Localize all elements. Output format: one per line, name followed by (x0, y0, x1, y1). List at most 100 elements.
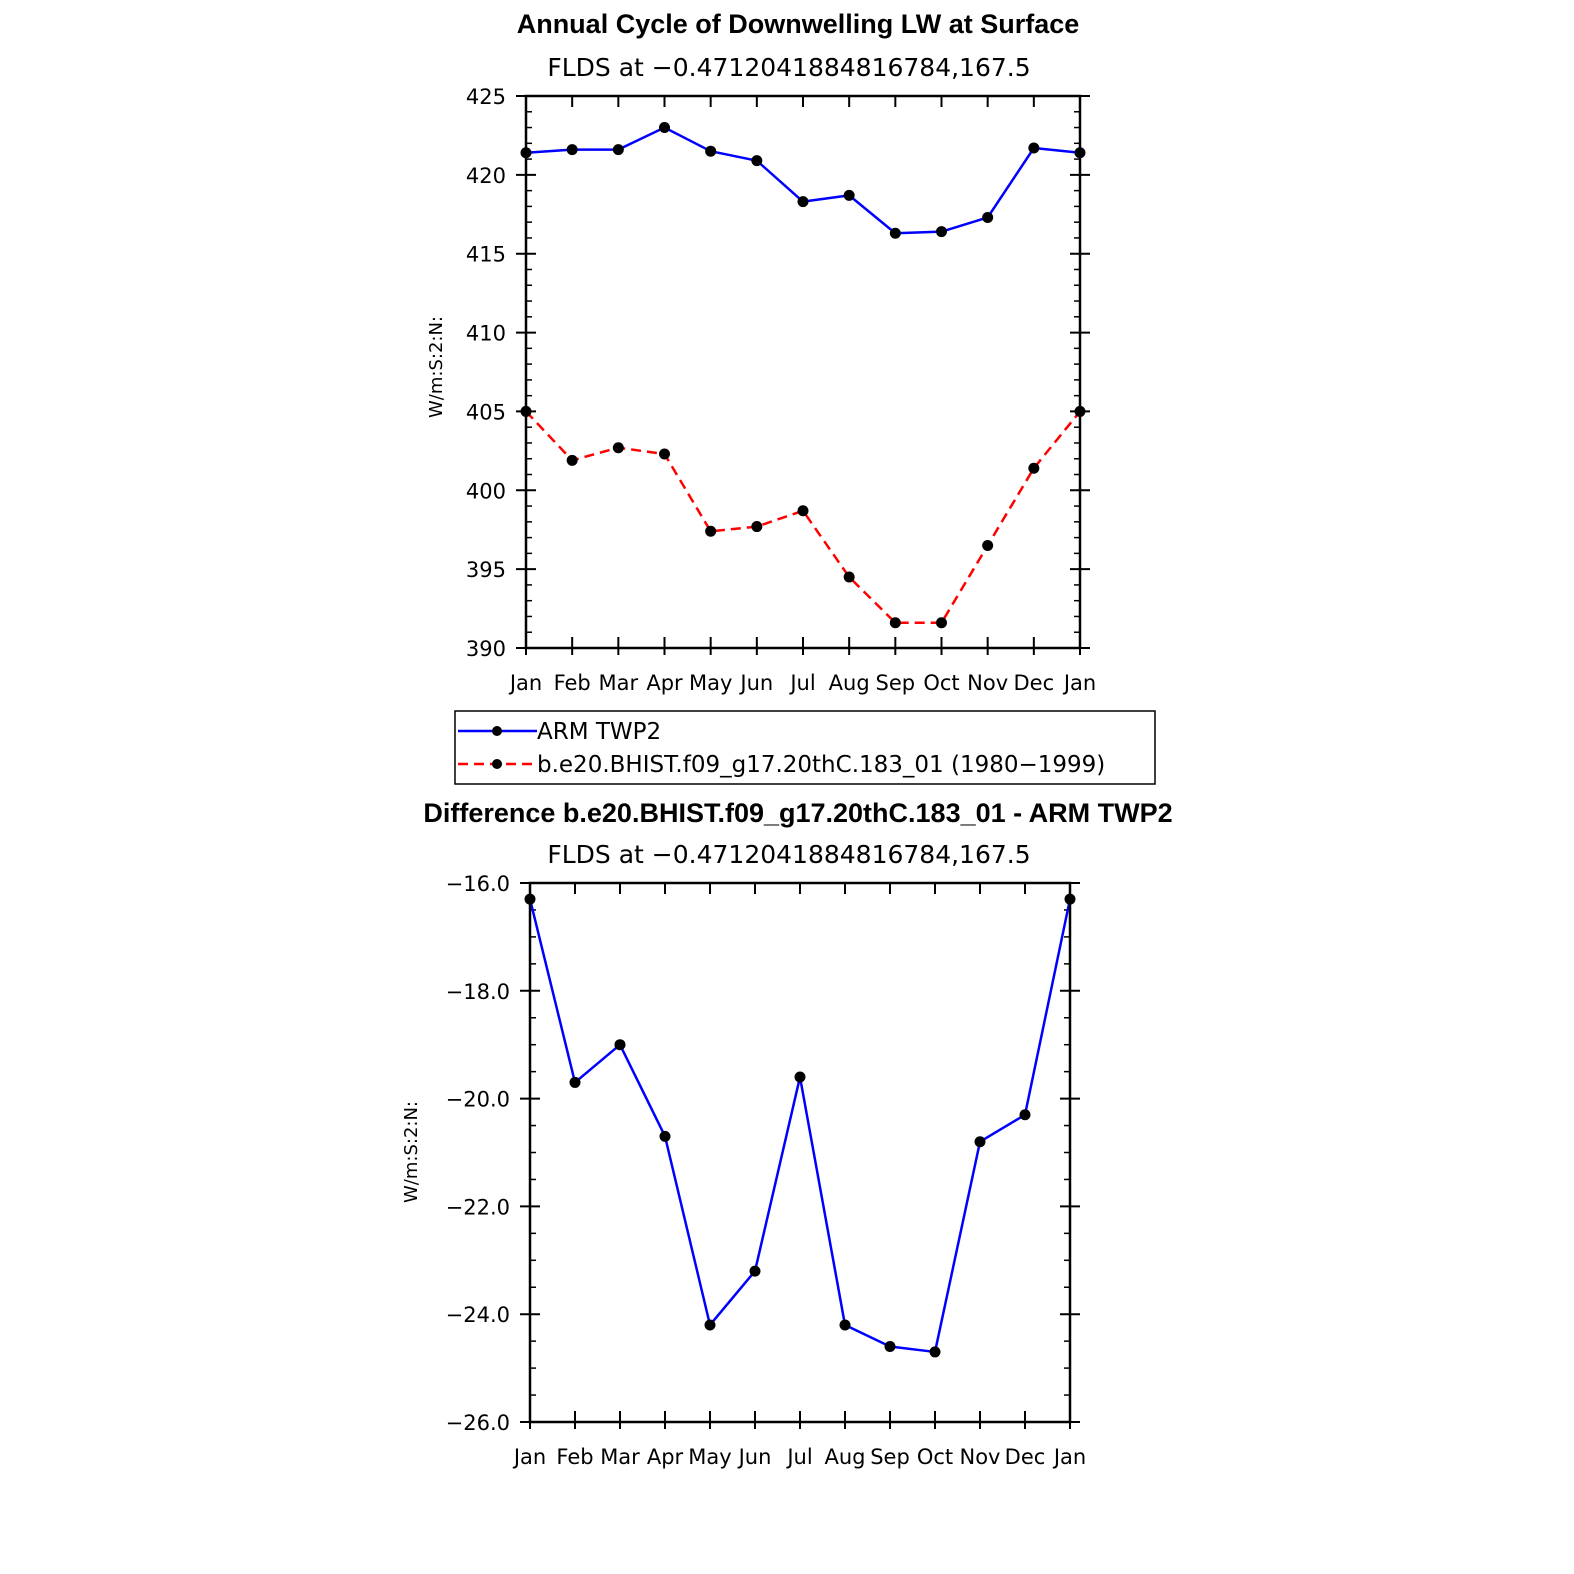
x-tick-label: Jan (508, 671, 542, 695)
y-tick-label: −16.0 (446, 872, 510, 896)
legend-entry-model: b.e20.BHIST.f09_g17.20thC.183_01 (1980−1… (458, 752, 1105, 778)
legend-label-arm-twp2: ARM TWP2 (537, 719, 661, 745)
data-point-b-e20-bhist-f09-g17-20thc-183-01-1980-1999 (612, 442, 624, 454)
data-point-difference (839, 1319, 851, 1331)
data-point-difference (794, 1071, 806, 1083)
y-tick-label: −18.0 (446, 980, 510, 1004)
series-layer (524, 893, 1076, 1358)
x-tick-label: Jan (1062, 671, 1096, 695)
y-tick-label: 390 (466, 637, 506, 661)
x-tick-label: May (689, 671, 732, 695)
data-point-b-e20-bhist-f09-g17-20thc-183-01-1980-1999 (1028, 462, 1040, 474)
y-tick-label: −20.0 (446, 1088, 510, 1112)
x-tick-label: Jul (785, 1445, 812, 1469)
x-tick-label: Mar (599, 671, 639, 695)
data-point-b-e20-bhist-f09-g17-20thc-183-01-1980-1999 (751, 521, 763, 533)
y-tick-label: 395 (466, 558, 506, 582)
data-point-b-e20-bhist-f09-g17-20thc-183-01-1980-1999 (797, 505, 809, 517)
data-point-b-e20-bhist-f09-g17-20thc-183-01-1980-1999 (566, 454, 578, 466)
series-line-b-e20-bhist-f09-g17-20thc-183-01-1980-1999 (525, 410, 1081, 625)
data-point-b-e20-bhist-f09-g17-20thc-183-01-1980-1999 (705, 525, 717, 537)
data-point-arm-twp2 (659, 122, 670, 134)
axis-ticks (516, 95, 1090, 655)
data-point-difference (614, 1039, 626, 1051)
legend-marker-arm-twp2 (492, 726, 502, 736)
data-point-difference (974, 1136, 986, 1148)
x-tick-label: Aug (829, 671, 870, 695)
legend: ARM TWP2 b.e20.BHIST.f09_g17.20thC.183_0… (454, 710, 1156, 785)
x-tick-labels: Jan Feb Mar Apr May Jun Jul Aug Sep Oct Nov Dec Jan (512, 1445, 1086, 1469)
data-point-difference (884, 1341, 896, 1353)
data-point-b-e20-bhist-f09-g17-20thc-183-01-1980-1999 (659, 448, 670, 460)
x-tick-label: Apr (646, 671, 683, 695)
x-tick-label: Sep (876, 671, 916, 695)
x-tick-label: Mar (600, 1445, 640, 1469)
difference-chart: Difference b.e20.BHIST.f09_g17.20thC.183… (401, 798, 1173, 1469)
data-point-b-e20-bhist-f09-g17-20thc-183-01-1980-1999 (936, 617, 947, 629)
y-tick-label: 400 (466, 479, 506, 503)
data-point-arm-twp2 (751, 155, 763, 167)
legend-label-model: b.e20.BHIST.f09_g17.20thC.183_01 (1980−1… (537, 752, 1105, 778)
x-tick-label: Nov (967, 671, 1008, 695)
y-tick-label: −26.0 (446, 1411, 510, 1435)
data-point-arm-twp2 (566, 144, 578, 156)
chart-subtitle: FLDS at −0.4712041884816784,167.5 (547, 53, 1030, 82)
x-tick-label: May (688, 1445, 731, 1469)
series-layer (520, 122, 1086, 629)
x-tick-label: Feb (554, 671, 591, 695)
data-point-arm-twp2 (797, 196, 809, 208)
y-tick-labels: 390 395 400 405 410 415 420 425 (466, 85, 506, 661)
data-point-difference (659, 1130, 671, 1142)
y-tick-label: 425 (466, 85, 506, 109)
y-tick-label: 420 (466, 164, 506, 188)
data-point-arm-twp2 (982, 211, 994, 223)
data-point-difference (1019, 1109, 1031, 1121)
data-point-arm-twp2 (1028, 142, 1040, 154)
y-axis-label: W/m:S:2:N: (401, 1101, 422, 1203)
series-line-arm-twp2 (525, 126, 1081, 235)
annual-cycle-chart: Annual Cycle of Downwelling LW at Surfac… (426, 9, 1096, 695)
y-tick-labels: −26.0 −24.0 −22.0 −20.0 −18.0 −16.0 (446, 872, 510, 1435)
x-tick-label: Oct (917, 1445, 953, 1469)
legend-box (454, 710, 1156, 785)
data-point-arm-twp2 (843, 189, 855, 201)
legend-marker-model (492, 759, 502, 769)
legend-entry-arm-twp2: ARM TWP2 (458, 719, 661, 745)
y-tick-label: −24.0 (446, 1303, 510, 1327)
data-point-difference (749, 1265, 761, 1277)
data-point-arm-twp2 (612, 144, 624, 156)
y-tick-label: 405 (466, 400, 506, 424)
y-tick-label: 410 (466, 322, 506, 346)
x-tick-label: Sep (870, 1445, 910, 1469)
y-tick-label: 415 (466, 243, 506, 267)
axis-ticks (520, 882, 1080, 1429)
data-point-b-e20-bhist-f09-g17-20thc-183-01-1980-1999 (982, 539, 994, 551)
x-tick-label: Dec (1005, 1445, 1046, 1469)
x-tick-label: Jan (1052, 1445, 1086, 1469)
data-point-difference (704, 1319, 716, 1331)
plot-frame (524, 94, 1082, 650)
series-line-difference (528, 898, 1072, 1354)
data-point-arm-twp2 (889, 227, 901, 239)
x-tick-label: Jun (737, 1445, 772, 1469)
x-tick-label: Dec (1014, 671, 1055, 695)
plot-frame (528, 881, 1072, 1424)
x-tick-label: Apr (647, 1445, 684, 1469)
chart-subtitle: FLDS at −0.4712041884816784,167.5 (547, 840, 1030, 869)
data-point-arm-twp2 (936, 226, 947, 238)
data-point-b-e20-bhist-f09-g17-20thc-183-01-1980-1999 (843, 571, 855, 583)
chart-title: Difference b.e20.BHIST.f09_g17.20thC.183… (423, 798, 1172, 828)
chart-title: Annual Cycle of Downwelling LW at Surfac… (517, 9, 1080, 39)
data-point-b-e20-bhist-f09-g17-20thc-183-01-1980-1999 (889, 617, 901, 629)
x-tick-label: Oct (923, 671, 959, 695)
x-tick-label: Aug (824, 1445, 865, 1469)
data-point-arm-twp2 (705, 145, 717, 157)
data-point-difference (929, 1346, 941, 1358)
data-point-difference (569, 1076, 581, 1088)
x-tick-labels: Jan Feb Mar Apr May Jun Jul Aug Sep Oct Nov Dec Jan (508, 671, 1096, 695)
x-tick-label: Nov (960, 1445, 1001, 1469)
x-tick-label: Jul (788, 671, 815, 695)
x-tick-label: Jan (512, 1445, 546, 1469)
y-axis-label: W/m:S:2:N: (426, 316, 447, 418)
